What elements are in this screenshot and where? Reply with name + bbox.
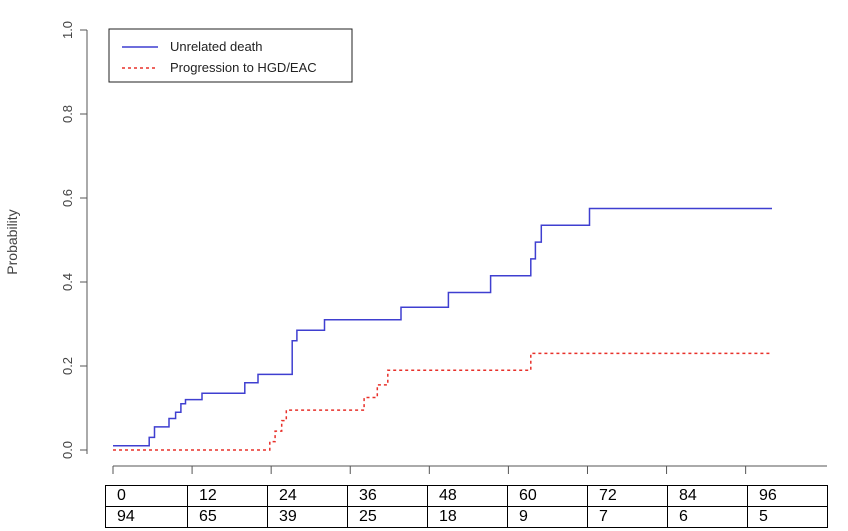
- risk-table-count-cell: 25: [347, 506, 428, 528]
- y-tick-label: 0.2: [60, 357, 75, 375]
- chart-plot-area: 0.0 0.2 0.4 0.6 0.8 1.0 Probability Unrelated…: [4, 21, 827, 474]
- risk-table-count-cell: 94: [105, 506, 188, 528]
- risk-table-time-cell: 72: [587, 485, 668, 507]
- y-tick-label: 0.6: [60, 189, 75, 207]
- risk-table-count-cell: 6: [667, 506, 748, 528]
- x-axis-ticks: [112, 466, 747, 474]
- y-axis-title: Probability: [4, 209, 20, 274]
- number-at-risk-table: 0 12 24 36 48 60 72 84 96 94 65 39 25 18 9 7 6 5: [105, 485, 828, 528]
- y-tick-label: 0.0: [60, 441, 75, 459]
- y-axis-ticks: 0.0 0.2 0.4 0.6 0.8 1.0: [60, 21, 87, 459]
- legend-label-unrelated-death: Unrelated death: [170, 39, 263, 54]
- y-tick-label: 0.4: [60, 273, 75, 291]
- risk-table-count-cell: 65: [187, 506, 268, 528]
- risk-table-time-cell: 12: [187, 485, 268, 507]
- legend-label-progression-hgd-eac: Progression to HGD/EAC: [170, 60, 317, 75]
- risk-table-at-risk-row: 94 65 39 25 18 9 7 6 5: [105, 506, 828, 528]
- risk-table-time-cell: 36: [347, 485, 428, 507]
- risk-table-time-cell: 24: [267, 485, 348, 507]
- y-tick-label: 1.0: [60, 21, 75, 39]
- risk-table-time-cell: 96: [747, 485, 828, 507]
- y-tick-label: 0.8: [60, 105, 75, 123]
- series-line-unrelated-death: [113, 207, 772, 447]
- risk-table-count-cell: 9: [507, 506, 588, 528]
- risk-table-count-cell: 5: [747, 506, 828, 528]
- series-line-progression-hgd-eac: [113, 352, 772, 451]
- risk-table-count-cell: 39: [267, 506, 348, 528]
- legend: Unrelated death Progression to HGD/EAC: [108, 28, 353, 83]
- risk-table-time-cell: 84: [667, 485, 748, 507]
- risk-table-time-cell: 60: [507, 485, 588, 507]
- risk-table-time-cell: 0: [105, 485, 188, 507]
- legend-box: [108, 28, 353, 83]
- risk-table-times-row: 0 12 24 36 48 60 72 84 96: [105, 485, 828, 507]
- risk-table-count-cell: 18: [427, 506, 508, 528]
- risk-table-time-cell: 48: [427, 485, 508, 507]
- risk-table-count-cell: 7: [587, 506, 668, 528]
